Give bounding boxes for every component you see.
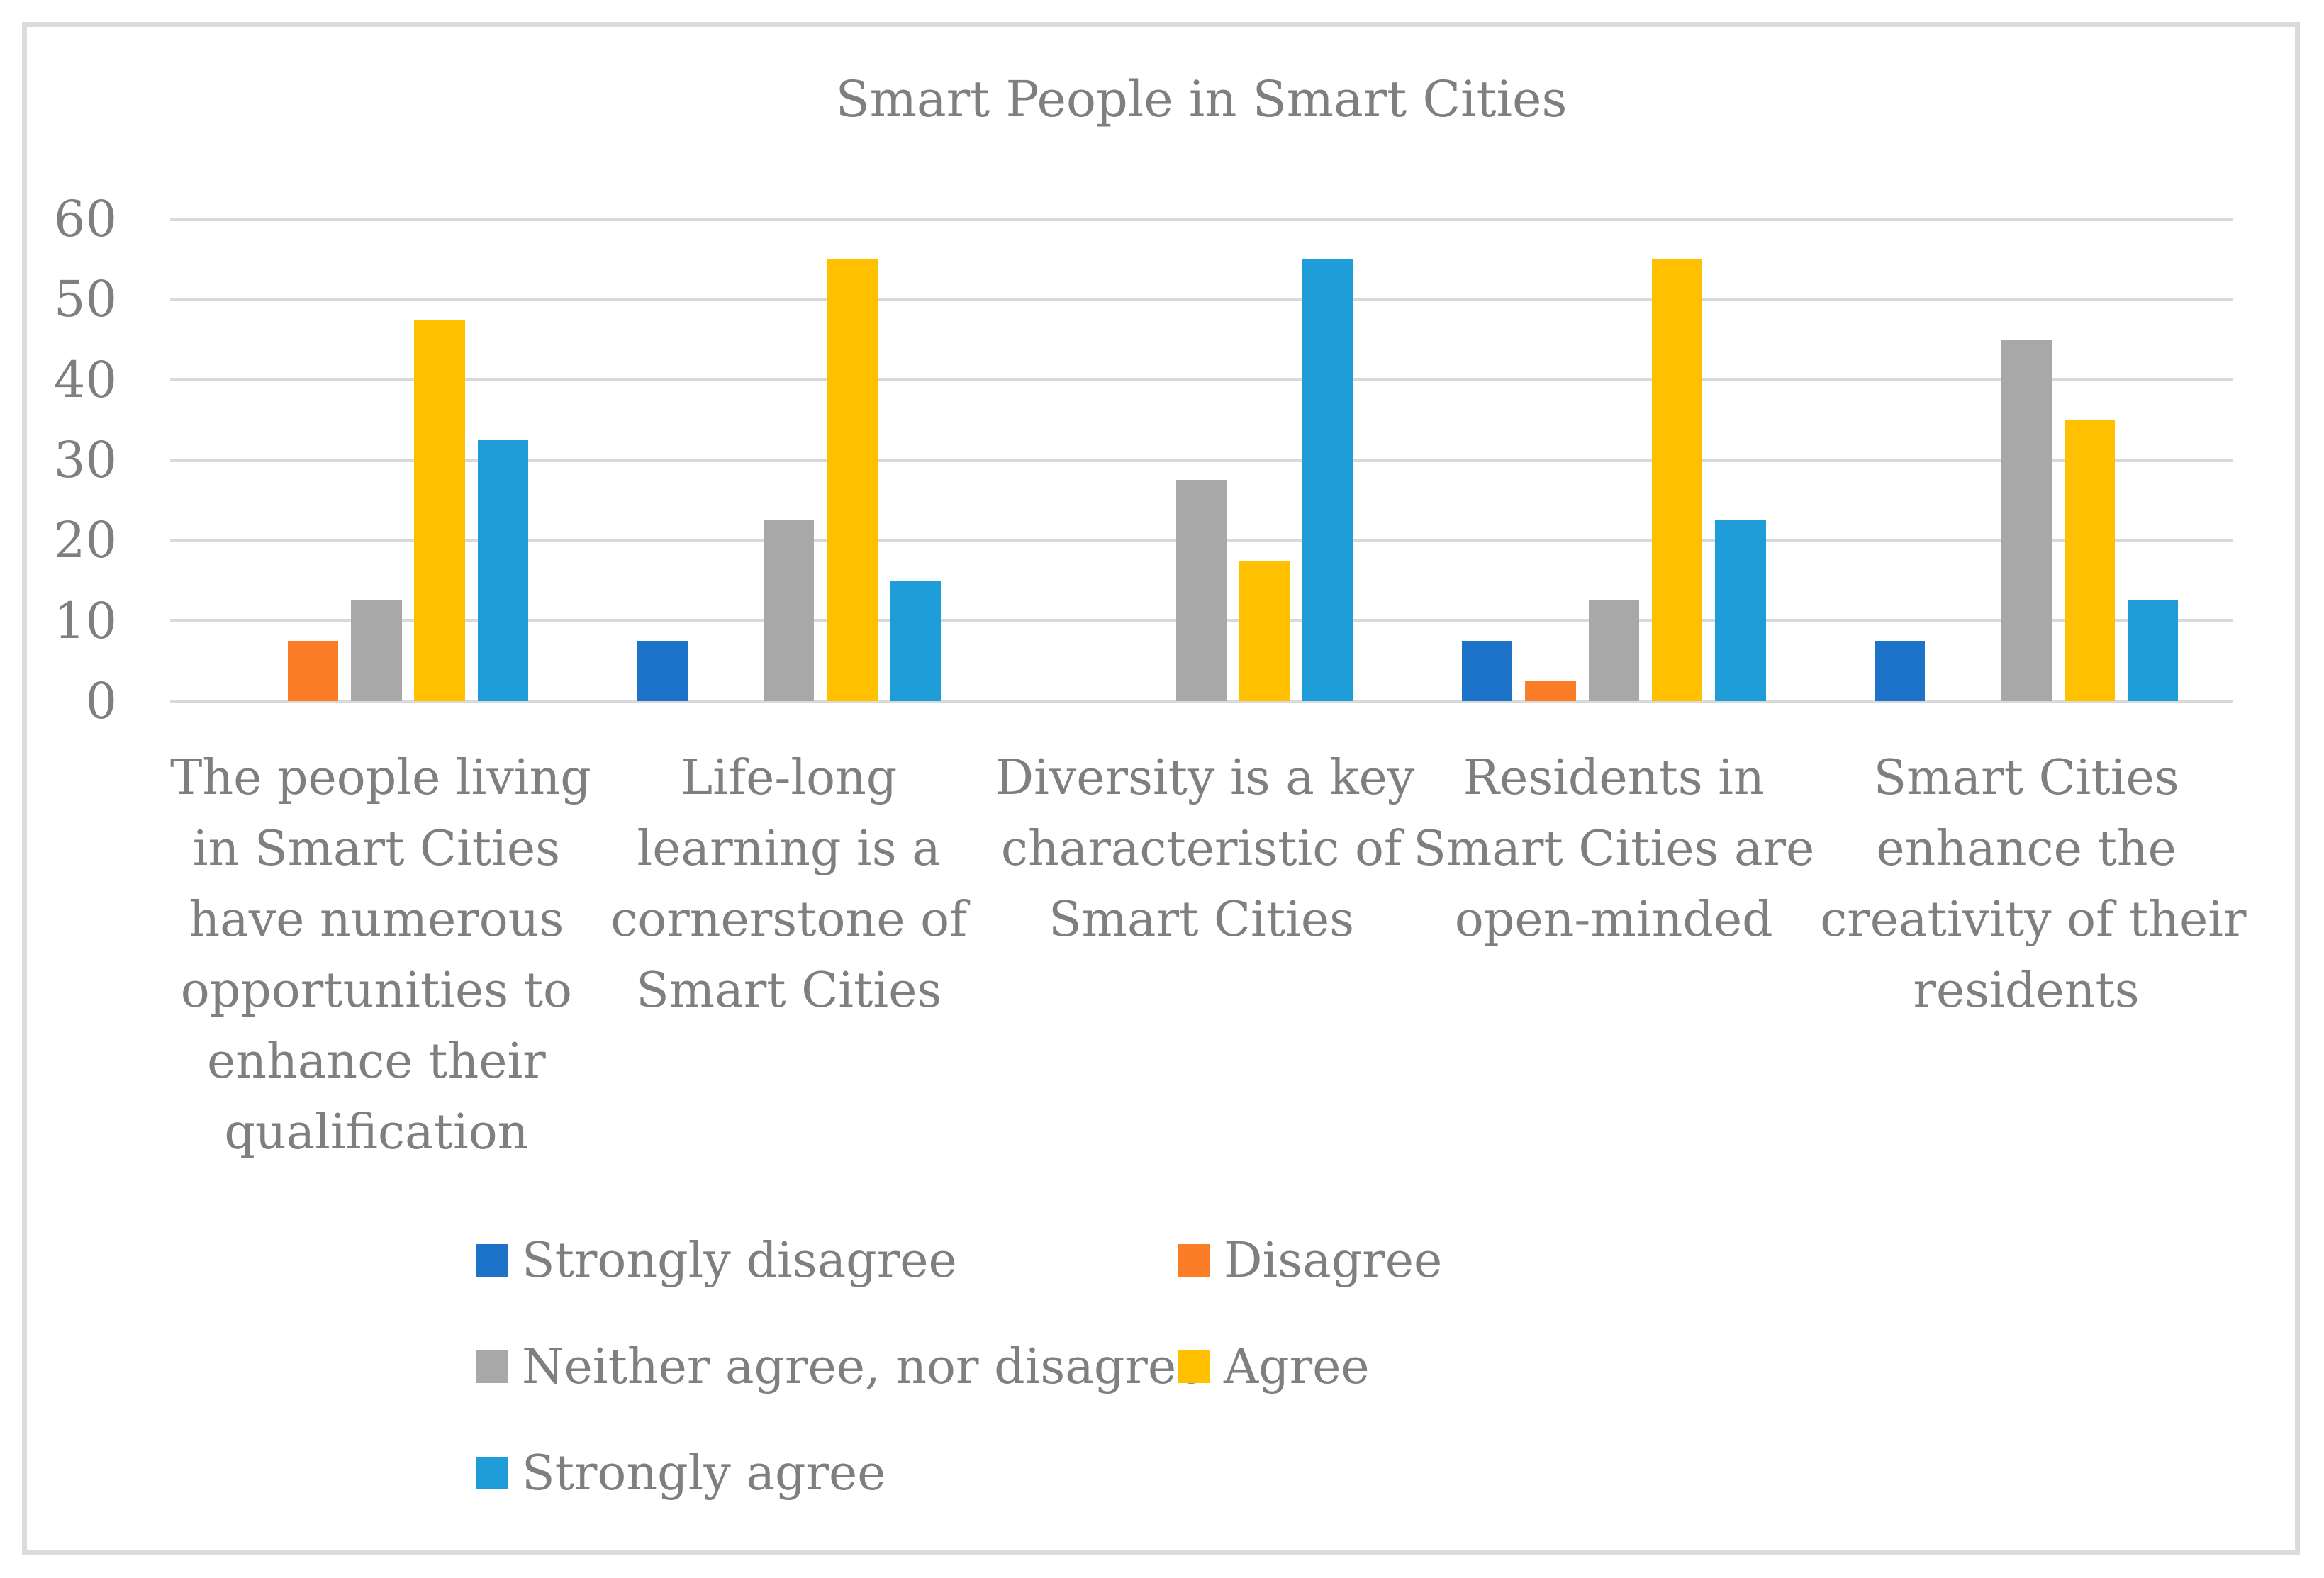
bar-strongly-agree-category-2 [890,581,941,701]
figure-border [22,22,2300,1555]
legend-item-strongly-agree: Strongly agree [476,1445,886,1501]
bar-strongly-disagree-category-5 [1874,641,1926,701]
category-label-1: The people living in Smart Cities have num… [170,743,591,1168]
category-label-line: Residents in [1463,750,1765,806]
legend-item-agree: Agree [1178,1339,1370,1395]
bar-agree-category-2 [827,259,878,701]
y-tick-label-10: 10 [53,591,117,650]
category-label-line: creativity of their [1820,892,2247,948]
bar-disagree-category-4 [1525,681,1576,701]
category-label-line: Smart Cities are [1413,821,1815,877]
category-label-line: Diversity is a key [995,750,1415,806]
legend-swatch-neither [476,1350,508,1383]
legend-label: Neither agree, nor disagree [522,1338,1205,1395]
chart-title: Smart People in Smart Cities [835,70,1568,128]
bar-strongly-disagree-category-4 [1461,641,1513,701]
y-tick-label-60: 60 [53,190,117,248]
bar-strongly-agree-category-4 [1715,520,1766,701]
legend-label: Disagree [1224,1232,1443,1289]
bar-disagree-category-1 [287,641,339,701]
bar-neither-category-1 [351,600,402,701]
gridline-50 [170,297,2233,301]
legend-label: Strongly disagree [522,1232,957,1289]
gridline-60 [170,217,2233,221]
legend-item-neither: Neither agree, nor disagree [476,1339,1205,1395]
category-label-2: Life-long learning is a cornerstone of Smar… [583,743,995,1026]
y-tick-label-20: 20 [53,511,117,570]
legend-label: Agree [1224,1338,1370,1395]
legend-item-disagree: Disagree [1178,1233,1442,1289]
legend-item-strongly-disagree: Strongly disagree [476,1233,957,1289]
bar-neither-category-3 [1175,480,1227,701]
category-label-line: cornerstone of [610,892,968,948]
gridline-0 [170,699,2233,703]
y-tick-label-30: 30 [53,431,117,489]
gridline-40 [170,378,2233,382]
y-tick-label-50: 50 [53,270,117,329]
category-label-line: learning is a [637,821,941,877]
category-label-5: Smart Cities enhance the creativity of the… [1820,743,2247,1026]
legend-swatch-strongly-disagree [476,1244,508,1277]
bar-agree-category-5 [2064,420,2116,701]
category-label-line: Smart Cities [1048,892,1355,948]
category-label-line: enhance their [207,1034,546,1090]
category-label-4: Residents in Smart Cities are open-minded [1407,743,1820,956]
category-label-line: in Smart Cities [192,821,560,877]
gridline-30 [170,458,2233,462]
category-label-line: residents [1913,963,2140,1019]
category-label-line: characteristic of [1000,821,1402,877]
legend-swatch-disagree [1178,1244,1210,1277]
y-tick-label-40: 40 [53,350,117,409]
legend-swatch-strongly-agree [476,1457,508,1489]
bar-agree-category-4 [1651,259,1703,701]
legend-swatch-agree [1178,1350,1210,1383]
category-label-line: have numerous [189,892,564,948]
bar-neither-category-5 [2001,340,2052,701]
bar-strongly-agree-category-5 [2127,600,2179,701]
bar-agree-category-1 [414,319,465,701]
bar-agree-category-3 [1239,560,1290,701]
category-label-line: open-minded [1454,892,1773,948]
bar-strongly-disagree-category-2 [637,641,688,701]
category-label-line: Smart Cities [1873,750,2179,806]
category-label-line: enhance the [1876,821,2177,877]
bar-strongly-agree-category-3 [1302,259,1353,701]
category-label-line: Life-long [681,750,898,806]
category-label-3: Diversity is a key characteristic of Smart… [995,743,1415,956]
bar-neither-category-2 [763,520,815,701]
category-label-line: opportunities to [180,963,572,1019]
category-label-line: Smart Cities [636,963,942,1019]
category-label-line: The people living [170,750,591,806]
bar-strongly-agree-category-1 [477,440,529,701]
category-label-line: qualification [224,1104,529,1160]
legend-label: Strongly agree [522,1445,886,1501]
bar-neither-category-4 [1588,600,1639,701]
y-tick-label-0: 0 [85,672,117,730]
